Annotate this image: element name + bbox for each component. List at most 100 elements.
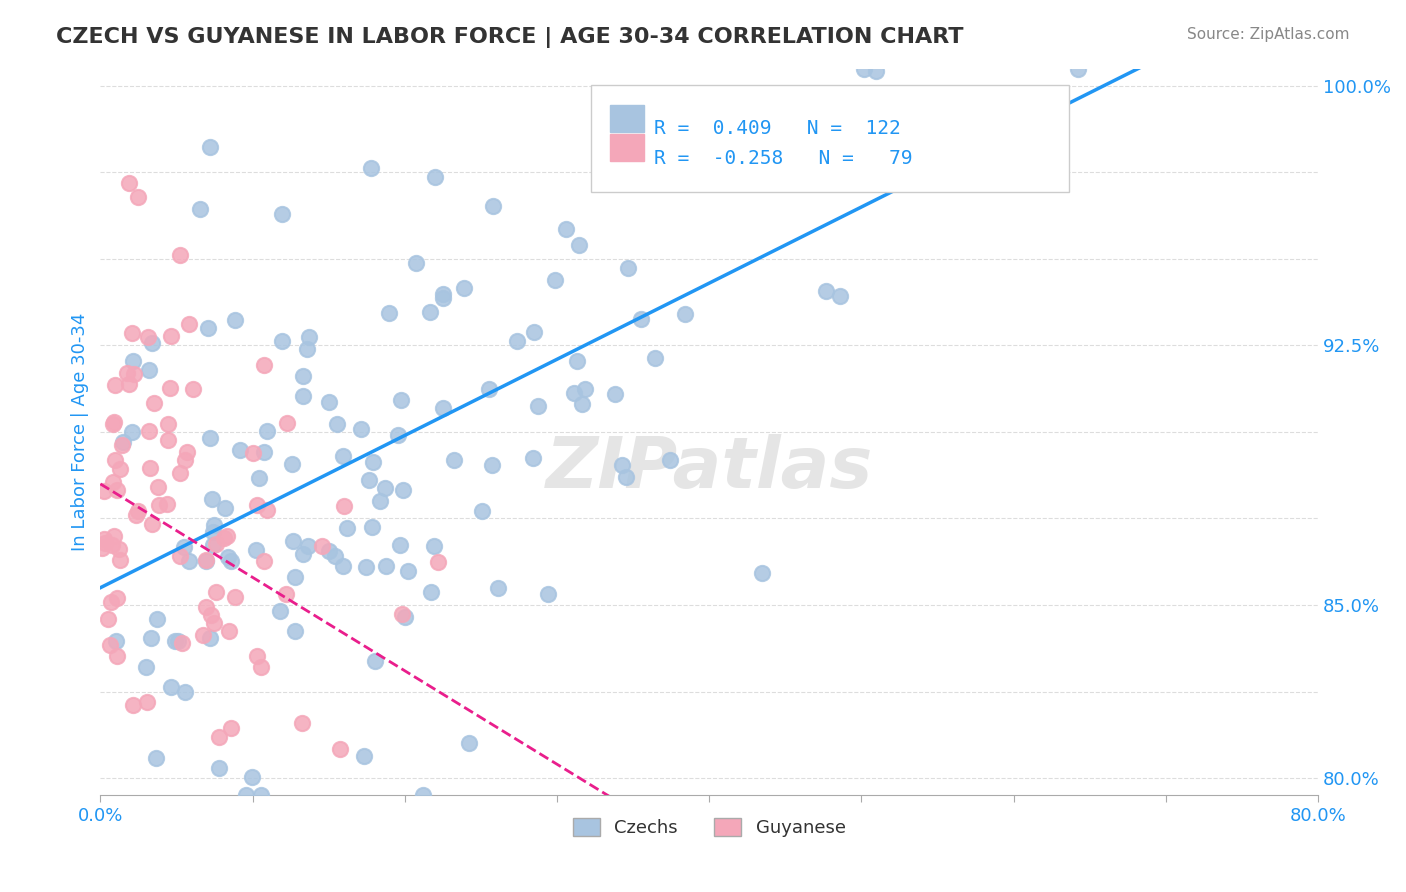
Point bbox=[295, 342, 318, 356]
Point bbox=[471, 504, 494, 518]
Point bbox=[245, 543, 267, 558]
Point bbox=[100, 595, 122, 609]
Point bbox=[218, 624, 240, 638]
Point bbox=[108, 462, 131, 476]
Point bbox=[214, 500, 236, 515]
Point bbox=[224, 313, 246, 327]
Point bbox=[571, 397, 593, 411]
Point bbox=[138, 363, 160, 377]
Point bbox=[453, 281, 475, 295]
Point bbox=[432, 286, 454, 301]
Point bbox=[610, 458, 633, 473]
Point bbox=[191, 628, 214, 642]
Point bbox=[361, 520, 384, 534]
Point bbox=[212, 531, 235, 545]
Point bbox=[198, 140, 221, 154]
Point bbox=[478, 383, 501, 397]
Point bbox=[562, 386, 585, 401]
Point bbox=[364, 654, 387, 668]
Point bbox=[194, 554, 217, 568]
Point bbox=[135, 695, 157, 709]
Point bbox=[396, 564, 419, 578]
Point bbox=[387, 428, 409, 442]
Point bbox=[419, 305, 441, 319]
Point bbox=[194, 553, 217, 567]
Legend: Czechs, Guyanese: Czechs, Guyanese bbox=[565, 811, 853, 845]
Point bbox=[173, 453, 195, 467]
Point bbox=[197, 321, 219, 335]
Point bbox=[124, 367, 146, 381]
Point bbox=[543, 273, 565, 287]
Point bbox=[205, 536, 228, 550]
Point bbox=[105, 591, 128, 605]
Point bbox=[219, 554, 242, 568]
Point bbox=[202, 518, 225, 533]
Point bbox=[160, 680, 183, 694]
Point bbox=[202, 525, 225, 540]
Point bbox=[425, 169, 447, 184]
Point bbox=[198, 632, 221, 646]
Point bbox=[93, 532, 115, 546]
Point bbox=[111, 438, 134, 452]
Point bbox=[253, 358, 276, 372]
Point bbox=[219, 721, 242, 735]
Point bbox=[121, 425, 143, 439]
Point bbox=[163, 634, 186, 648]
Point bbox=[482, 199, 505, 213]
Point bbox=[167, 634, 190, 648]
Point bbox=[242, 446, 264, 460]
Point bbox=[481, 458, 503, 473]
Point bbox=[574, 383, 596, 397]
Point bbox=[108, 541, 131, 556]
Point bbox=[419, 585, 441, 599]
Point bbox=[325, 417, 347, 431]
Point bbox=[405, 256, 427, 270]
Point bbox=[125, 508, 148, 522]
Point bbox=[274, 587, 297, 601]
Point bbox=[139, 631, 162, 645]
Point bbox=[276, 417, 298, 431]
Point bbox=[318, 543, 340, 558]
Point bbox=[229, 443, 252, 458]
Point bbox=[105, 483, 128, 498]
Point bbox=[148, 498, 170, 512]
Point bbox=[630, 312, 652, 326]
Point bbox=[91, 541, 114, 555]
Point bbox=[141, 516, 163, 531]
Point bbox=[110, 552, 132, 566]
Point bbox=[215, 529, 238, 543]
Point bbox=[292, 389, 315, 403]
Text: CZECH VS GUYANESE IN LABOR FORCE | AGE 30-34 CORRELATION CHART: CZECH VS GUYANESE IN LABOR FORCE | AGE 3… bbox=[56, 27, 963, 48]
Point bbox=[202, 616, 225, 631]
Point bbox=[389, 393, 412, 408]
Point bbox=[177, 553, 200, 567]
Point bbox=[298, 330, 321, 344]
Point bbox=[253, 553, 276, 567]
Point bbox=[98, 638, 121, 652]
Point bbox=[97, 612, 120, 626]
Point bbox=[751, 566, 773, 580]
Point bbox=[391, 607, 413, 621]
Point bbox=[93, 484, 115, 499]
Point bbox=[101, 475, 124, 489]
Point bbox=[249, 789, 271, 803]
Point bbox=[249, 660, 271, 674]
Point bbox=[568, 237, 591, 252]
Point bbox=[567, 354, 589, 368]
Point bbox=[159, 380, 181, 394]
Point bbox=[181, 382, 204, 396]
Text: Source: ZipAtlas.com: Source: ZipAtlas.com bbox=[1187, 27, 1350, 42]
Point bbox=[673, 307, 696, 321]
Point bbox=[103, 415, 125, 429]
Point bbox=[200, 607, 222, 622]
Point bbox=[198, 431, 221, 445]
Point bbox=[292, 369, 315, 384]
Point bbox=[360, 161, 382, 175]
Point bbox=[269, 604, 291, 618]
Point bbox=[284, 624, 307, 639]
Point bbox=[394, 609, 416, 624]
Point bbox=[432, 291, 454, 305]
Point bbox=[169, 549, 191, 563]
Point bbox=[174, 685, 197, 699]
Point bbox=[224, 590, 246, 604]
